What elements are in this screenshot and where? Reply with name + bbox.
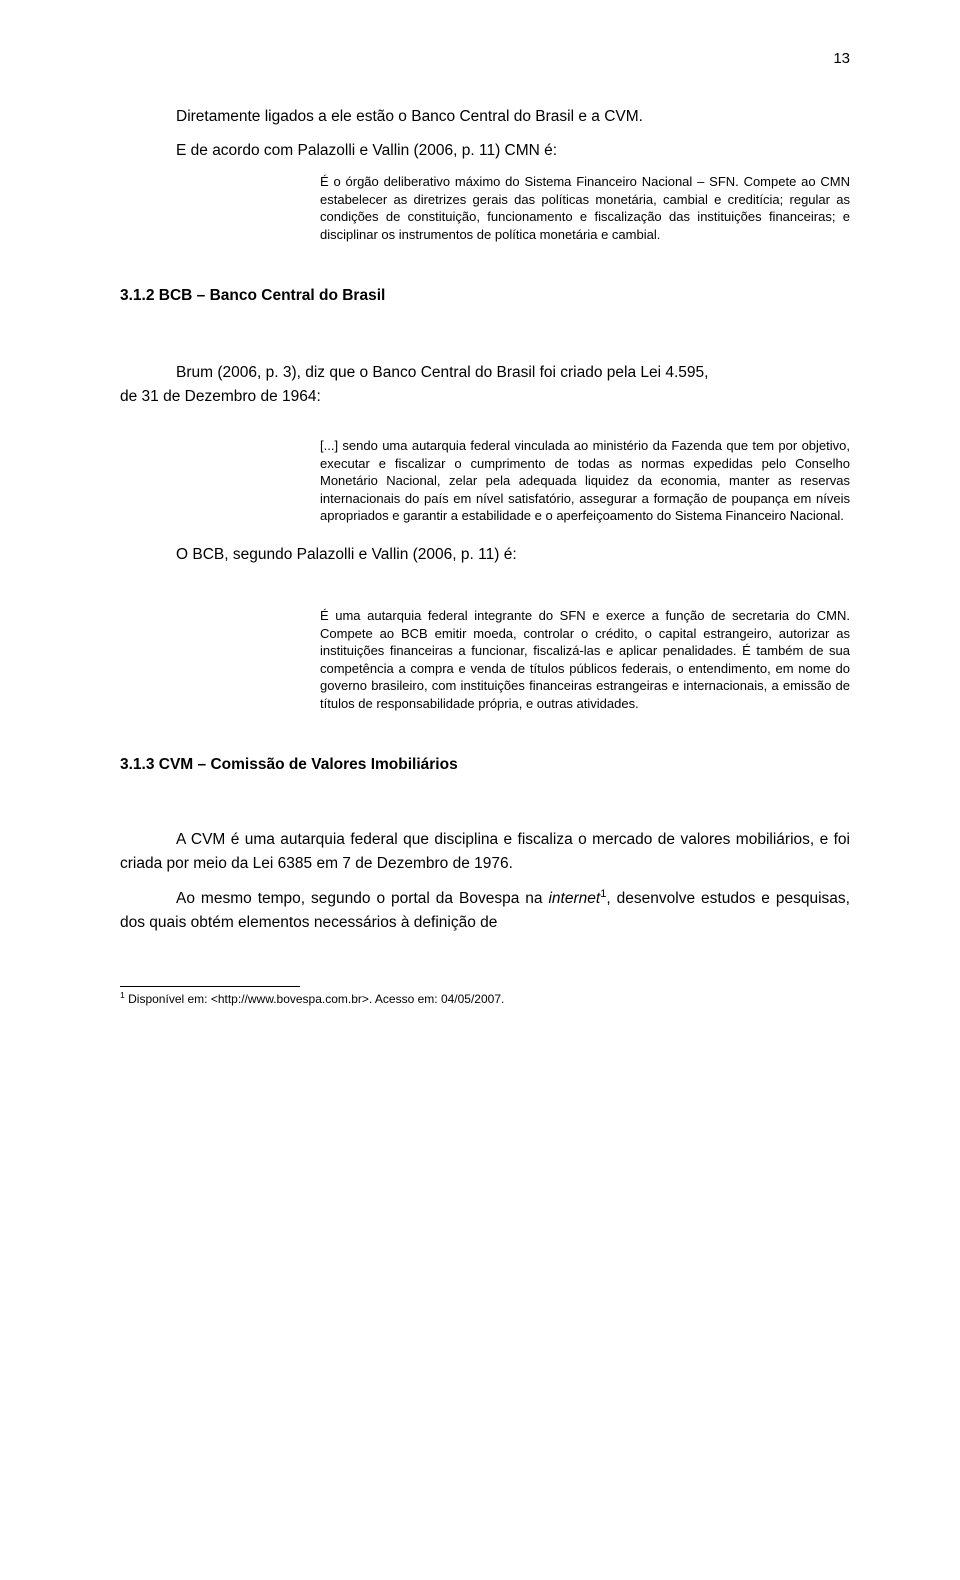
section-heading-313: 3.1.3 CVM – Comissão de Valores Imobiliá… [120,756,850,774]
text-italic: internet [548,890,600,907]
block-quote: [...] sendo uma autarquia federal vincul… [320,437,850,525]
paragraph: E de acordo com Palazolli e Vallin (2006… [120,139,850,163]
paragraph: A CVM é uma autarquia federal que discip… [120,828,850,876]
section-heading-312: 3.1.2 BCB – Banco Central do Brasil [120,287,850,305]
paragraph: de 31 de Dezembro de 1964: [120,385,850,409]
footnote-separator [120,986,300,987]
text-run: Ao mesmo tempo, segundo o portal da Bove… [176,890,548,907]
block-quote: É uma autarquia federal integrante do SF… [320,607,850,712]
block-quote: É o órgão deliberativo máximo do Sistema… [320,173,850,243]
paragraph: O BCB, segundo Palazolli e Vallin (2006,… [120,543,850,567]
page-number: 13 [120,50,850,67]
paragraph: Brum (2006, p. 3), diz que o Banco Centr… [120,361,850,385]
paragraph: Diretamente ligados a ele estão o Banco … [120,105,850,129]
footnote: 1 Disponível em: <http://www.bovespa.com… [120,990,850,1008]
footnote-text: Disponível em: <http://www.bovespa.com.b… [125,992,505,1006]
paragraph: Ao mesmo tempo, segundo o portal da Bove… [120,886,850,935]
